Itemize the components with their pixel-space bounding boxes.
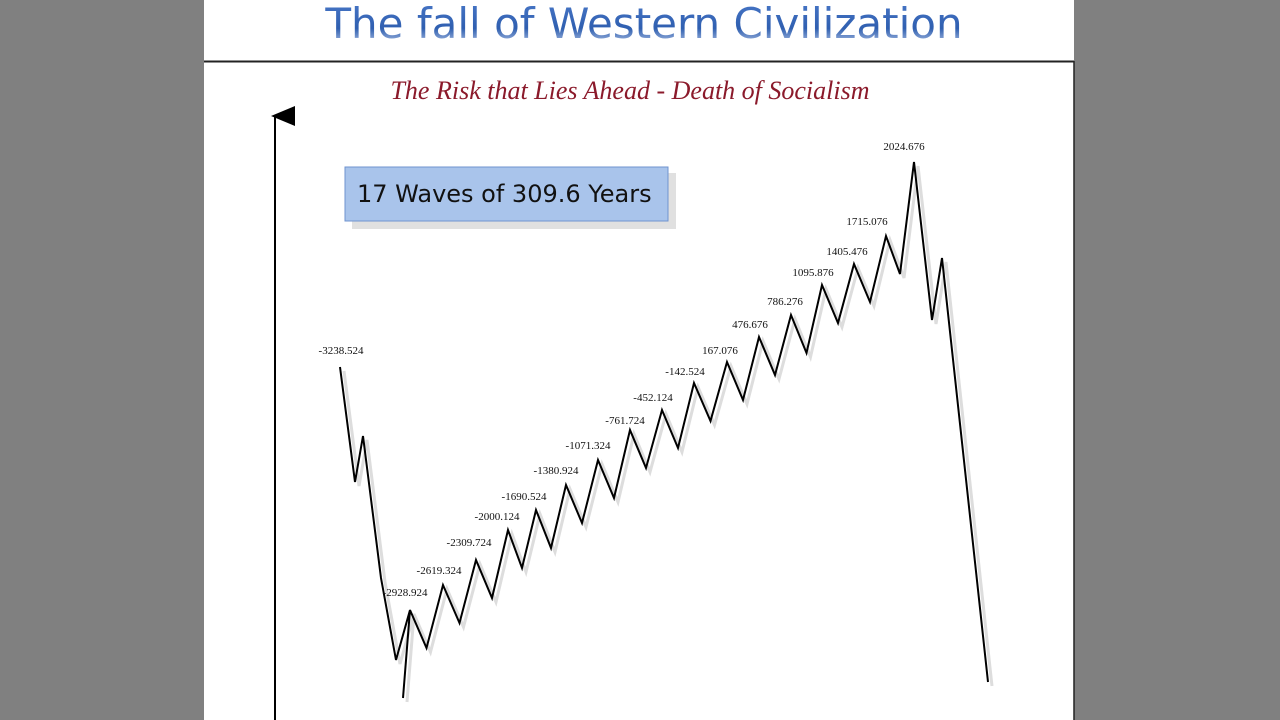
wave-label: 476.676 bbox=[732, 319, 768, 331]
wave-line-shadow bbox=[342, 165, 994, 703]
callout bbox=[344, 166, 669, 222]
wave-line bbox=[339, 161, 989, 699]
wave-label: -761.724 bbox=[605, 415, 645, 427]
wave-label: -1071.324 bbox=[566, 440, 611, 452]
wave-label: -142.524 bbox=[665, 366, 705, 378]
wave-label: 1095.876 bbox=[792, 267, 834, 279]
wave-label: 786.276 bbox=[767, 296, 803, 308]
wave-label: -2619.324 bbox=[417, 565, 462, 577]
title: The fall of Western Civilization bbox=[324, 0, 962, 48]
wave-label: 167.076 bbox=[702, 345, 738, 357]
subtitle: The Risk that Lies Ahead - Death of Soci… bbox=[390, 76, 869, 105]
slide bbox=[204, 0, 1074, 720]
wave-label: -2928.924 bbox=[383, 587, 428, 599]
wave-label: -2309.724 bbox=[447, 537, 492, 549]
wave-label: 1715.076 bbox=[846, 216, 888, 228]
wave-label: 1405.476 bbox=[826, 246, 868, 258]
wave-label: -1690.524 bbox=[502, 491, 547, 503]
callout-text: 17 Waves of 309.6 Years bbox=[357, 180, 652, 208]
wave-label: -2000.124 bbox=[475, 511, 520, 523]
wave-label: 2024.676 bbox=[883, 141, 925, 153]
wave-label: -452.124 bbox=[633, 392, 673, 404]
wave-label: -1380.924 bbox=[534, 465, 579, 477]
wave-label: -3238.524 bbox=[319, 345, 364, 357]
